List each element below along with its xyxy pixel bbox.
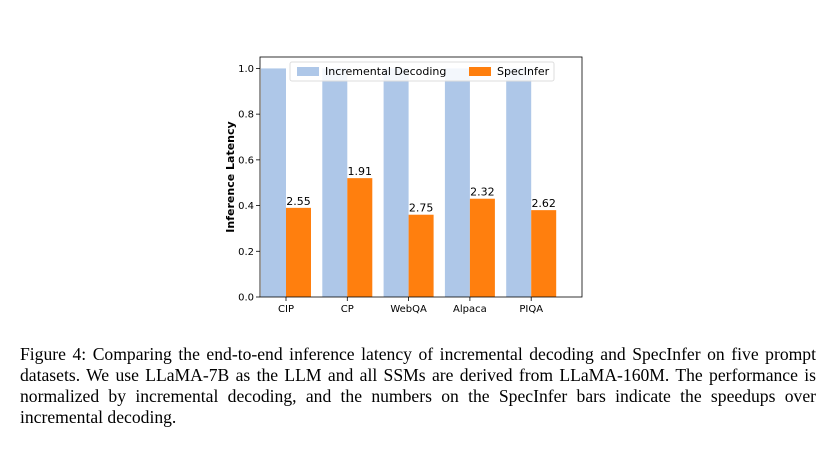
bar-specinfer-webqa xyxy=(408,214,434,297)
data-labels-group: 2.55 1.91 2.75 2.32 2.62 xyxy=(286,165,556,215)
y-tick-label: 0.6 xyxy=(238,155,254,166)
bar-incremental-decoding-alpaca xyxy=(444,68,470,297)
x-tick-label-alpaca: Alpaca xyxy=(453,304,487,315)
y-axis-label: Inference Latency xyxy=(224,121,237,232)
bar-specinfer-cp xyxy=(347,178,373,297)
bar-specinfer-piqa xyxy=(531,210,557,297)
y-tick-label: 0.8 xyxy=(238,110,254,121)
legend-box xyxy=(289,61,555,82)
data-label-cip: 2.55 xyxy=(286,195,311,208)
x-tick-label-piqa: PIQA xyxy=(519,304,543,315)
bar-specinfer-alpaca xyxy=(469,198,495,297)
bar-specinfer-cip xyxy=(286,207,311,297)
data-label-piqa: 2.62 xyxy=(531,197,556,210)
data-label-webqa: 2.75 xyxy=(409,202,434,215)
legend-label-1: SpecInfer xyxy=(497,65,550,78)
bars-group xyxy=(261,68,557,297)
axes-group: CIP CP WebQA Alpaca PIQA 0.0 0.2 0.4 0.6 0.8 1.0 xyxy=(238,56,583,315)
figure-caption: Figure 4: Comparing the end-to-end infer… xyxy=(20,344,816,427)
y-tick-label: 0.0 xyxy=(238,293,254,304)
bar-incremental-decoding-webqa xyxy=(383,68,409,297)
bar-chart: 2.55 1.91 2.75 2.32 2.62 CIP CP WebQA Alpaca PIQ… xyxy=(224,56,583,315)
x-tick-label-cp: CP xyxy=(341,304,354,315)
x-tick-label-webqa: WebQA xyxy=(390,304,427,315)
y-tick-label: 0.4 xyxy=(238,201,254,212)
legend-label-0: Incremental Decoding xyxy=(325,65,446,78)
y-tick-label: 1.0 xyxy=(238,64,254,75)
plot-frame xyxy=(259,56,583,298)
data-label-alpaca: 2.32 xyxy=(470,186,495,199)
legend-swatch-0 xyxy=(297,67,319,76)
bar-incremental-decoding-piqa xyxy=(506,68,532,297)
bar-incremental-decoding-cip xyxy=(261,68,286,297)
legend: Incremental Decoding SpecInfer xyxy=(289,61,555,82)
bar-incremental-decoding-cp xyxy=(322,68,348,297)
y-tick-label: 0.2 xyxy=(238,247,254,258)
legend-swatch-1 xyxy=(469,67,491,76)
data-label-cp: 1.91 xyxy=(348,165,373,178)
x-tick-label-cip: CIP xyxy=(278,304,294,315)
